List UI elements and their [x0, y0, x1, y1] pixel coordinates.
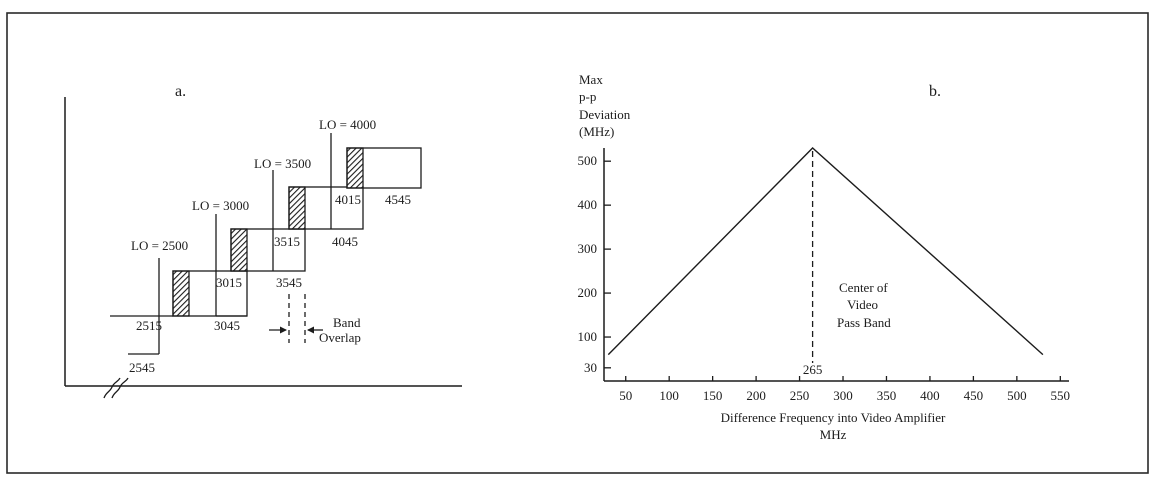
y-axis-title-line: (MHz): [579, 124, 614, 139]
freq-value: 4545: [385, 192, 411, 207]
y-axis-title-line: p-p: [579, 89, 596, 104]
x-tick-label: 500: [1007, 388, 1027, 403]
band-3-rect: [288, 186, 364, 230]
y-tick-label: 500: [578, 153, 598, 168]
series: [607, 147, 1044, 356]
panel-a-label: a.: [175, 83, 186, 100]
band-2: [215, 214, 306, 317]
lo-label: LO = 4000: [319, 117, 376, 132]
axis-break-icon: [103, 377, 129, 399]
x-tick-label: 50: [619, 388, 632, 403]
y-ticks: 30 100 200 300 400 500: [578, 153, 611, 375]
band-4-rect: [346, 147, 422, 189]
freq-value: 4015: [335, 192, 361, 207]
x-axis-title: Difference Frequency into Video Amplifie…: [721, 410, 946, 425]
freq-value: 3045: [214, 318, 240, 333]
y-tick-label: 400: [578, 197, 598, 212]
x-tick-label: 100: [659, 388, 679, 403]
y-axis-title: Max p-p Deviation (MHz): [579, 72, 631, 139]
band-2-overlap-hatch: [230, 228, 248, 272]
x-tick-label: 250: [790, 388, 810, 403]
x-tick-label: 300: [833, 388, 853, 403]
overlap-arrow-left-icon: [269, 326, 287, 334]
band-1-overlap-hatch: [172, 270, 190, 317]
y-axis-title-line: Deviation: [579, 107, 631, 122]
band-4: [330, 133, 422, 229]
freq-value: 3515: [274, 234, 300, 249]
x-tick-label: 200: [746, 388, 766, 403]
y-tick-label: 300: [578, 241, 598, 256]
freq-value: 2545: [129, 360, 155, 375]
band-1: [110, 258, 248, 355]
band-3-overlap-hatch: [288, 186, 306, 230]
center-annotation-line: Center of: [839, 280, 888, 295]
lo-label: LO = 3500: [254, 156, 311, 171]
x-tick-label: 350: [877, 388, 897, 403]
freq-value: 3015: [216, 275, 242, 290]
x-tick-label: 150: [703, 388, 723, 403]
y-tick-label: 30: [584, 360, 597, 375]
band-overlap-label: Overlap: [319, 330, 361, 345]
lo-label: LO = 2500: [131, 238, 188, 253]
panel-a: a.: [64, 83, 462, 399]
band-overlap-label: Band: [333, 315, 361, 330]
band-4-overlap-hatch: [346, 147, 364, 189]
center-value-label: 265: [803, 362, 823, 377]
center-annotation: Center of Video Pass Band: [837, 280, 891, 330]
x-ticks: 50 100 150 200 250 300 350 400 450 500 550: [619, 376, 1070, 403]
band-2-rect: [230, 228, 306, 272]
lo-label: LO = 3000: [192, 198, 249, 213]
freq-value: 4045: [332, 234, 358, 249]
x-tick-label: 400: [920, 388, 940, 403]
freq-value: 3545: [276, 275, 302, 290]
band-3: [272, 170, 364, 271]
panel-b: b. Max p-p Deviation (MHz) 30 100 200 300 40…: [578, 72, 1071, 442]
x-tick-label: 450: [964, 388, 984, 403]
freq-value: 2515: [136, 318, 162, 333]
center-annotation-line: Pass Band: [837, 315, 891, 330]
overlap-arrow-right-icon: [307, 326, 323, 334]
x-axis-title-unit: MHz: [820, 427, 847, 442]
figure-frame: [6, 12, 1149, 474]
y-tick-label: 200: [578, 285, 598, 300]
center-marker: 265: [803, 151, 823, 377]
panel-b-label: b.: [929, 83, 941, 100]
deviation-line: [607, 147, 1044, 356]
y-axis-title-line: Max: [579, 72, 603, 87]
y-tick-label: 100: [578, 329, 598, 344]
band-1-rect: [172, 270, 248, 317]
x-tick-label: 550: [1051, 388, 1071, 403]
center-annotation-line: Video: [847, 297, 878, 312]
